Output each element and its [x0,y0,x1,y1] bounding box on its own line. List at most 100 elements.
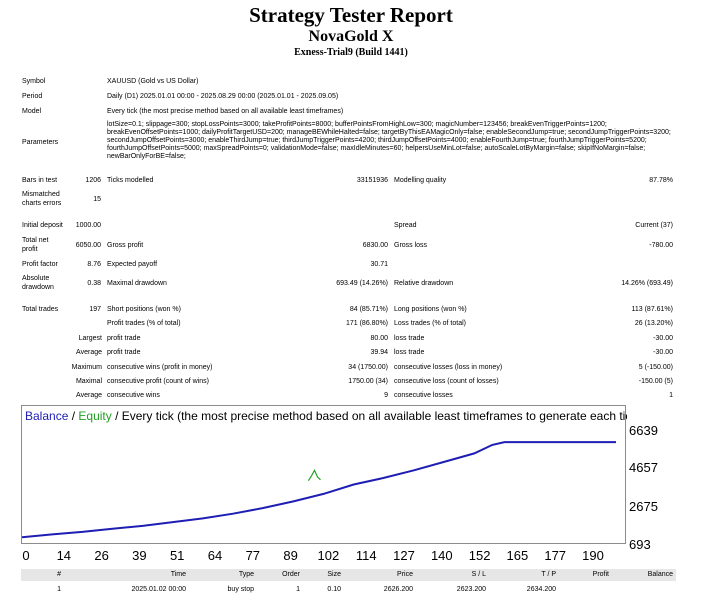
deals-row-cell: buy stop [227,586,254,593]
gross-loss-label: Gross loss [394,242,428,249]
deals-header-cell: Profit [592,571,609,578]
average-loss-value: -30.00 [653,349,673,356]
symbol-label: Symbol [22,78,46,85]
model-value: Every tick (the most precise method base… [107,108,344,115]
x-tick-label: 26 [94,548,108,563]
cons-loss-count-value: -150.00 (5) [638,378,673,385]
deals-header-cell: S / L [471,571,486,578]
x-tick-label: 177 [544,548,566,563]
y-tick-label: 2675 [629,499,658,514]
max-drawdown-label: Maximal drawdown [107,280,167,287]
largest-label: Largest [78,335,102,342]
spread-value: Current (37) [635,222,673,229]
y-tick-label: 4657 [629,460,658,475]
total-trades-label: Total trades [22,306,59,313]
mismatch-label-2: charts errors [22,200,62,207]
abs-drawdown-label: Absolute [22,275,50,282]
average-loss-label: loss trade [394,349,425,356]
chart-plot-frame [21,405,626,544]
cons-wins-money-label: consecutive wins (profit in money) [107,364,213,371]
largest-loss-value: -30.00 [653,335,673,342]
maximal-label: Maximal [75,378,102,385]
x-tick-label: 127 [393,548,415,563]
x-tick-label: 39 [132,548,146,563]
average-profit-label: profit trade [107,349,141,356]
abs-drawdown-value: 0.38 [87,280,101,287]
legend-equity: Equity [78,409,111,423]
deposit-label: Initial deposit [22,222,63,229]
x-tick-label: 102 [318,548,340,563]
abs-drawdown-label-2: drawdown [22,284,54,291]
loss-trades-label: Loss trades (% of total) [394,320,466,327]
cons-loss-count-label: consecutive loss (count of losses) [394,378,499,385]
expected-payoff-label: Expected payoff [107,261,158,268]
avg-cons-wins-label: consecutive wins [107,392,160,399]
max-drawdown-value: 693.49 (14.26%) [336,280,388,287]
avg-cons-wins-value: 9 [384,392,388,399]
cons-profit-count-label: consecutive profit (count of wins) [107,378,209,385]
rel-drawdown-label: Relative drawdown [394,280,454,287]
symbol-value: XAUUSD (Gold vs US Dollar) [107,78,199,85]
mismatch-value: 15 [93,196,101,203]
quality-value: 87.78% [649,177,673,184]
long-positions-value: 113 (87.61%) [631,306,673,313]
parameters-value: lotSize=0.1; slippage=300; stopLossPoint… [107,121,671,160]
x-tick-label: 165 [507,548,529,563]
deals-header-cell: Size [327,571,341,578]
cons-losses-money-value: 5 (-150.00) [638,364,673,371]
avg-cons-losses-label: consecutive losses [394,392,453,399]
deals-row-cell: 1 [296,586,300,593]
report-title: Strategy Tester Report [249,3,453,27]
avg-cons-losses-value: 1 [669,392,673,399]
rel-drawdown-value: 14.26% (693.49) [621,280,673,287]
period-value: Daily (D1) 2025.01.01 00:00 - 2025.08.29… [107,93,339,100]
x-tick-label: 152 [469,548,491,563]
ticks-label: Ticks modelled [107,177,154,184]
x-tick-label: 114 [356,548,377,563]
deals-row-cell: 1 [57,586,61,593]
deals-header-cell: T / P [541,571,556,578]
deals-row-cell: 0.10 [327,586,341,593]
cons-wins-money-value: 34 (1750.00) [348,364,388,371]
gross-profit-label: Gross profit [107,242,144,249]
gross-profit-value: 6830.00 [362,242,388,249]
legend-description: / Every tick (the most precise method ba… [112,409,682,423]
short-positions-value: 84 (85.71%) [349,306,388,313]
chart-legend: Balance / Equity / Every tick (the most … [25,409,682,423]
x-tick-label: 64 [208,548,222,563]
short-positions-label: Short positions (won %) [107,306,181,313]
x-tick-label: 14 [57,548,71,563]
deals-header-cell: Type [238,571,254,578]
largest-profit-value: 80.00 [370,335,388,342]
net-profit-label: Total net [22,237,49,244]
x-tick-label: 51 [170,548,184,563]
deals-header-cell: Price [397,571,413,578]
bars-value: 1206 [85,177,101,184]
x-tick-label: 140 [431,548,453,563]
deals-row-cell: 2634.200 [526,586,556,593]
x-tick-label: 0 [22,548,29,563]
bars-label: Bars in test [22,177,58,184]
quality-label: Modelling quality [394,177,447,184]
ticks-value: 33151936 [356,177,388,184]
balance-equity-chart: Balance / Equity / Every tick (the most … [21,405,682,563]
maximum-label: Maximum [71,364,102,371]
equity-line [307,468,321,482]
balance-line [21,441,616,539]
expert-name: NovaGold X [308,28,394,45]
period-label: Period [22,93,43,100]
deals-row-cell: 2623.200 [456,586,486,593]
spread-label: Spread [394,222,417,229]
cons-profit-count-value: 1750.00 (34) [348,378,388,385]
average-profit-value: 39.94 [370,349,388,356]
profit-trades-value: 171 (86.80%) [345,320,388,327]
gross-loss-value: -780.00 [649,242,673,249]
parameters-label: Parameters [22,139,59,146]
model-label: Model [22,108,42,115]
profit-factor-label: Profit factor [22,261,58,268]
mismatch-label: Mismatched [22,191,60,198]
largest-loss-label: loss trade [394,335,425,342]
deals-row-cell: 2626.200 [383,586,413,593]
x-tick-label: 190 [582,548,604,563]
deals-row-cell: 2025.01.02 00:00 [131,586,187,593]
